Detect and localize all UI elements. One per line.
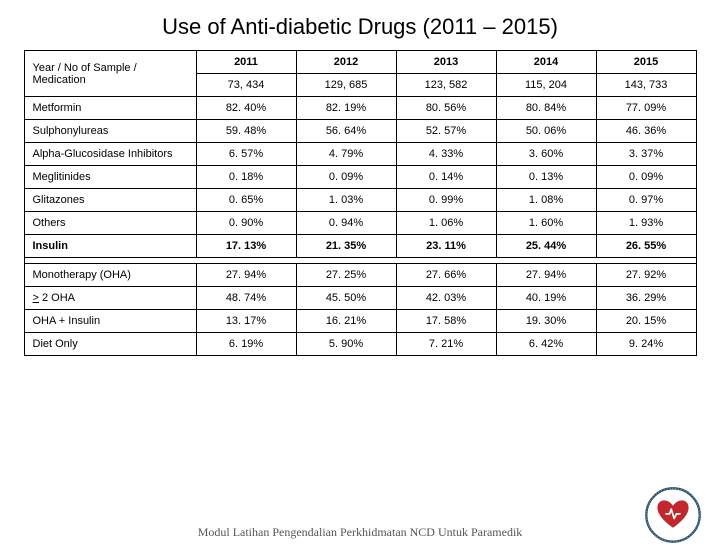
table-cell: 6. 42% — [496, 333, 596, 356]
table-cell: 7. 21% — [396, 333, 496, 356]
table-cell: 36. 29% — [596, 287, 696, 310]
table-cell: 73, 434 — [196, 74, 296, 97]
table-row: Glitazones0. 65%1. 03%0. 99%1. 08%0. 97% — [24, 189, 696, 212]
table-cell: 17. 58% — [396, 310, 496, 333]
table-cell: 27. 66% — [396, 264, 496, 287]
table-cell: 1. 08% — [496, 189, 596, 212]
ministry-logo-icon — [644, 486, 702, 544]
table-cell: 82. 40% — [196, 97, 296, 120]
table-row: Diet Only6. 19%5. 90%7. 21%6. 42%9. 24% — [24, 333, 696, 356]
table-cell: 42. 03% — [396, 287, 496, 310]
table-row: Year / No of Sample / Medication20112012… — [24, 51, 696, 74]
table-cell: 16. 21% — [296, 310, 396, 333]
table-header-cell: 2014 — [496, 51, 596, 74]
table-header-cell: 2011 — [196, 51, 296, 74]
table-cell: 50. 06% — [496, 120, 596, 143]
table-cell: 13. 17% — [196, 310, 296, 333]
table-cell: 23. 11% — [396, 235, 496, 258]
table-cell: 40. 19% — [496, 287, 596, 310]
table-cell: 0. 13% — [496, 166, 596, 189]
table-cell: 77. 09% — [596, 97, 696, 120]
table-cell: Others — [24, 212, 196, 235]
table-cell: 0. 94% — [296, 212, 396, 235]
table-row: OHA + Insulin13. 17%16. 21%17. 58%19. 30… — [24, 310, 696, 333]
table-cell: 82. 19% — [296, 97, 396, 120]
table-cell: 0. 97% — [596, 189, 696, 212]
table-cell: 129, 685 — [296, 74, 396, 97]
table-row: Metformin82. 40%82. 19%80. 56%80. 84%77.… — [24, 97, 696, 120]
table-cell: 56. 64% — [296, 120, 396, 143]
table-cell: 4. 33% — [396, 143, 496, 166]
table-row: Insulin17. 13%21. 35%23. 11%25. 44%26. 5… — [24, 235, 696, 258]
table-cell: 1. 60% — [496, 212, 596, 235]
data-table: Year / No of Sample / Medication20112012… — [24, 50, 697, 356]
table-cell: 52. 57% — [396, 120, 496, 143]
table-cell: 0. 14% — [396, 166, 496, 189]
table-row: Others0. 90%0. 94%1. 06%1. 60%1. 93% — [24, 212, 696, 235]
table-cell: 46. 36% — [596, 120, 696, 143]
table-cell: 9. 24% — [596, 333, 696, 356]
table-cell: Alpha-Glucosidase Inhibitors — [24, 143, 196, 166]
table-cell: 0. 90% — [196, 212, 296, 235]
table-header-cell: 2012 — [296, 51, 396, 74]
table-cell: 20. 15% — [596, 310, 696, 333]
table-cell: 4. 79% — [296, 143, 396, 166]
table-cell: 0. 99% — [396, 189, 496, 212]
table-cell: 27. 92% — [596, 264, 696, 287]
table-cell: 5. 90% — [296, 333, 396, 356]
table-row: > 2 OHA48. 74%45. 50%42. 03%40. 19%36. 2… — [24, 287, 696, 310]
table-cell: 6. 57% — [196, 143, 296, 166]
table-cell: Sulphonylureas — [24, 120, 196, 143]
table-cell: 1. 06% — [396, 212, 496, 235]
table-cell: 0. 65% — [196, 189, 296, 212]
table-row: Meglitinides0. 18%0. 09%0. 14%0. 13%0. 0… — [24, 166, 696, 189]
table-cell: 1. 03% — [296, 189, 396, 212]
table-row: Sulphonylureas59. 48%56. 64%52. 57%50. 0… — [24, 120, 696, 143]
table-cell: 80. 56% — [396, 97, 496, 120]
table-cell: > 2 OHA — [24, 287, 196, 310]
table-row: Alpha-Glucosidase Inhibitors6. 57%4. 79%… — [24, 143, 696, 166]
table-header-cell: 2015 — [596, 51, 696, 74]
table-cell: Diet Only — [24, 333, 196, 356]
table-row: Monotherapy (OHA)27. 94%27. 25%27. 66%27… — [24, 264, 696, 287]
table-cell: 0. 09% — [296, 166, 396, 189]
table-cell: 19. 30% — [496, 310, 596, 333]
table-cell: 123, 582 — [396, 74, 496, 97]
table-cell: 6. 19% — [196, 333, 296, 356]
table-cell: 3. 60% — [496, 143, 596, 166]
footer-text: Modul Latihan Pengendalian Perkhidmatan … — [0, 525, 720, 540]
table-cell: 59. 48% — [196, 120, 296, 143]
table-cell: 80. 84% — [496, 97, 596, 120]
table-cell: 115, 204 — [496, 74, 596, 97]
table-cell: 21. 35% — [296, 235, 396, 258]
table-cell: 25. 44% — [496, 235, 596, 258]
table-cell: Metformin — [24, 97, 196, 120]
table-cell: 1. 93% — [596, 212, 696, 235]
page-title: Use of Anti-diabetic Drugs (2011 – 2015) — [60, 14, 660, 40]
table-cell: 27. 94% — [196, 264, 296, 287]
table-cell: 27. 94% — [496, 264, 596, 287]
table-cell: Monotherapy (OHA) — [24, 264, 196, 287]
table-cell: 45. 50% — [296, 287, 396, 310]
table-cell: 3. 37% — [596, 143, 696, 166]
table-cell: Insulin — [24, 235, 196, 258]
table-cell: 27. 25% — [296, 264, 396, 287]
table-cell: 17. 13% — [196, 235, 296, 258]
table-cell: 26. 55% — [596, 235, 696, 258]
table-cell: Glitazones — [24, 189, 196, 212]
table-cell: Meglitinides — [24, 166, 196, 189]
table-header-cell: Year / No of Sample / Medication — [24, 51, 196, 97]
table-cell: 48. 74% — [196, 287, 296, 310]
table-cell: 0. 18% — [196, 166, 296, 189]
table-cell: OHA + Insulin — [24, 310, 196, 333]
table-header-cell: 2013 — [396, 51, 496, 74]
table-cell: 143, 733 — [596, 74, 696, 97]
table-cell: 0. 09% — [596, 166, 696, 189]
